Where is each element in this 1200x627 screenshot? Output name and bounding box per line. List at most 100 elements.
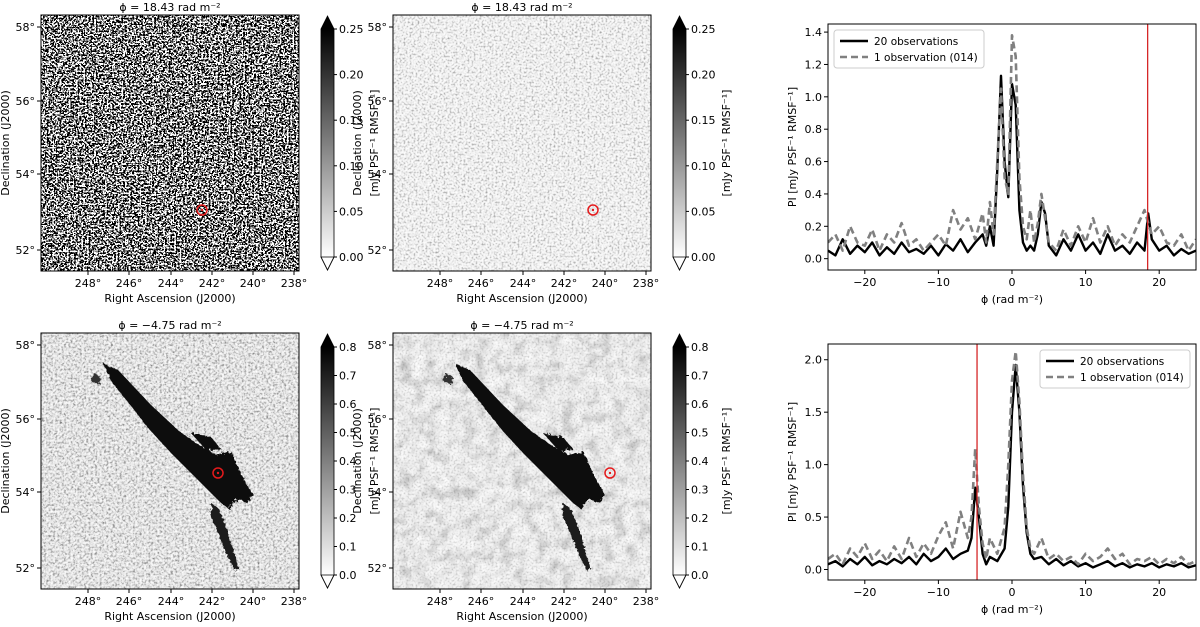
colorbar-tick-label: 0.8	[691, 341, 709, 354]
noise-texture	[41, 15, 299, 271]
plot-area	[828, 344, 1196, 580]
y-tick-label: 1.4	[805, 26, 823, 39]
y-tick-label: 58°	[368, 339, 388, 352]
x-tick-label: 246°	[116, 595, 143, 608]
map-frame	[392, 332, 652, 590]
legend: 20 observations 1 observation (014)	[833, 29, 985, 69]
y-tick-label: 54°	[16, 486, 36, 499]
x-tick-label: 242°	[199, 595, 226, 608]
emission-structure	[443, 363, 605, 571]
y-tick-label: 0.0	[805, 564, 823, 577]
emission-tail	[211, 503, 239, 571]
legend-entry: 20 observations	[874, 36, 958, 48]
y-tick-label: 56°	[368, 95, 388, 108]
source-marker-circle	[587, 204, 599, 216]
y-tick-label: 0.2	[805, 220, 823, 233]
colorbar-tick-label: 0.4	[691, 455, 709, 468]
y-tick-label: 1.2	[805, 58, 823, 71]
y-tick-label: 56°	[368, 413, 388, 426]
x-tick-label: 242°	[199, 277, 226, 290]
colorbar-gradient	[321, 347, 334, 575]
y-axis-label: PI [mJy PSF⁻¹ RMSF⁻¹]	[786, 87, 799, 207]
colorbar-tick-label: 0.4	[339, 455, 357, 468]
colorbar-tick-label: 0.25	[691, 23, 716, 36]
colorbar-tick-label: 0.2	[691, 512, 709, 525]
y-tick-label: 1.5	[805, 406, 823, 419]
x-tick-label: 248°	[75, 277, 102, 290]
y-axis-label: Declination (J2000)	[0, 90, 12, 196]
colorbar-gradient	[673, 347, 686, 575]
y-tick-label: 2.0	[805, 354, 823, 367]
y-tick-label: 54°	[368, 168, 388, 181]
x-tick-label: 248°	[427, 595, 454, 608]
y-tick-label: 52°	[16, 244, 36, 257]
colorbar-tick-label: 0.10	[339, 160, 364, 173]
emission-knot	[543, 433, 573, 451]
colorbar-tick-label: 0.15	[691, 114, 716, 127]
colorbar-tick-label: 0.1	[691, 541, 709, 554]
source-marker-dot	[591, 208, 595, 212]
x-tick-label: 248°	[75, 595, 102, 608]
emission-body	[103, 363, 253, 509]
x-tick-label: 240°	[240, 277, 267, 290]
plot-area	[828, 24, 1196, 270]
y-axis-label: Declination (J2000)	[351, 90, 364, 196]
colorbar-extend-bottom	[320, 256, 335, 271]
x-tick-label: −10	[927, 276, 950, 289]
x-tick-label: −20	[853, 276, 876, 289]
colorbar-tick-label: 0.3	[691, 484, 709, 497]
colorbar-extend-top	[673, 334, 686, 347]
colorbar: 0.00 0.05 0.10 0.15 0.20 0.25 [mJy PSF⁻¹ RMSF⁻…	[672, 15, 733, 271]
colorbar-label: [mJy PSF⁻¹ RMSF⁻¹]	[720, 408, 733, 515]
colorbar-extend-top	[321, 16, 334, 29]
y-tick-label: 58°	[368, 21, 388, 34]
sky-map-panel: ϕ = 18.43 rad m⁻² 248° 246° 244° 242° 240° 238…	[351, 1, 733, 305]
x-tick-label: 244°	[510, 277, 537, 290]
y-tick-label: 1.0	[805, 91, 823, 104]
colorbar-tick-label: 0.00	[691, 251, 716, 264]
x-tick-label: 240°	[592, 277, 619, 290]
series-line-1-observation	[828, 350, 1196, 566]
y-tick-label: 52°	[16, 562, 36, 575]
colorbar-tick-label: 0.6	[691, 398, 709, 411]
colorbar-tick-label: 0.20	[691, 69, 716, 82]
y-tick-label: 58°	[16, 21, 36, 34]
noise-texture	[393, 333, 651, 589]
x-tick-label: 244°	[158, 277, 185, 290]
colorbar-tick-label: 0.7	[691, 370, 709, 383]
y-tick-label: 0.4	[805, 188, 823, 201]
colorbar: 0.00 0.05 0.10 0.15 0.20 0.25 [mJy PSF⁻¹ RMSF⁻…	[320, 15, 381, 271]
legend-entry: 1 observation (014)	[874, 52, 978, 64]
colorbar-tick-label: 0.7	[339, 370, 357, 383]
y-tick-label: 58°	[16, 339, 36, 352]
x-tick-label: 244°	[510, 595, 537, 608]
x-axis-label: Right Ascension (J2000)	[456, 292, 587, 305]
map-frame	[40, 332, 300, 590]
colorbar-extend-bottom	[320, 574, 335, 589]
x-tick-label: 238°	[281, 277, 308, 290]
emission-tail	[563, 503, 591, 571]
x-tick-label: 248°	[427, 277, 454, 290]
colorbar-tick-label: 0.10	[691, 160, 716, 173]
colorbar-tick-label: 0.8	[339, 341, 357, 354]
x-tick-label: 242°	[551, 277, 578, 290]
colorbar-extend-top	[673, 16, 686, 29]
map-title: ϕ = 18.43 rad m⁻²	[471, 1, 572, 14]
sky-map-panel: ϕ = −4.75 rad m⁻² 248° 246° 244° 242° 240° 238…	[0, 319, 381, 623]
noise-texture	[41, 333, 299, 589]
source-marker-circle	[196, 204, 208, 216]
y-axis-label: Declination (J2000)	[351, 408, 364, 514]
source-marker-circle	[212, 467, 224, 479]
series-line-20-observations	[828, 74, 1196, 257]
colorbar-tick-label: 0.15	[339, 114, 364, 127]
colorbar-tick-label: 0.05	[339, 205, 364, 218]
x-tick-label: 20	[1152, 276, 1166, 289]
source-marker-dot	[200, 208, 204, 212]
y-axis-label: PI [mJy PSF⁻¹ RMSF⁻¹]	[786, 402, 799, 522]
colorbar-tick-label: 0.5	[339, 427, 357, 440]
x-tick-label: −20	[853, 586, 876, 599]
colorbar-extend-top	[321, 334, 334, 347]
colorbar-tick-label: 0.3	[339, 484, 357, 497]
y-tick-label: 56°	[16, 413, 36, 426]
faraday-spectrum-chart: −20 −10 0 10 20 ϕ (rad m⁻²) 0.0 0.5 1.0 1.5 2.0 PI …	[786, 343, 1197, 616]
